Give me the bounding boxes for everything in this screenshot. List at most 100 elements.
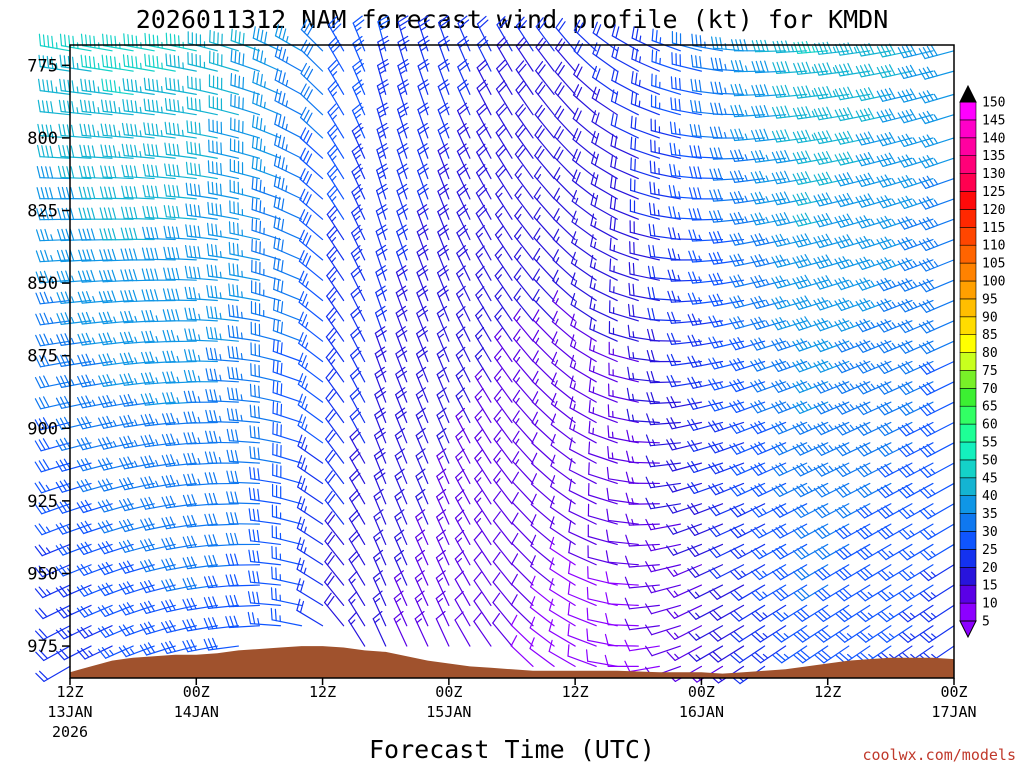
barb-feather xyxy=(103,228,108,241)
wind-barb xyxy=(325,429,345,464)
barb-feather xyxy=(169,640,176,652)
barb-feather xyxy=(631,26,635,39)
barb-feather xyxy=(590,172,595,185)
wind-barb xyxy=(645,561,681,573)
barb-staff xyxy=(512,419,534,444)
barb-staff xyxy=(568,531,597,546)
barb-feather xyxy=(88,100,92,114)
barb-feather xyxy=(473,591,482,602)
barb-feather xyxy=(517,127,526,138)
wind-barb xyxy=(552,269,576,302)
wind-barb xyxy=(710,57,745,72)
wind-barb xyxy=(436,407,450,444)
barb-feather xyxy=(733,463,742,474)
barb-half-feather xyxy=(396,435,403,440)
barb-feather xyxy=(198,184,201,197)
barb-staff xyxy=(229,170,261,180)
barb-feather xyxy=(750,172,757,184)
wind-barb xyxy=(59,78,92,95)
barb-feather xyxy=(173,54,176,68)
barb-staff xyxy=(531,421,555,444)
barb-feather xyxy=(193,266,197,279)
barb-half-feather xyxy=(112,378,117,386)
barb-staff xyxy=(396,210,408,241)
wind-barb xyxy=(393,570,408,607)
barb-feather xyxy=(533,166,542,177)
barb-feather xyxy=(38,670,49,680)
barb-feather xyxy=(234,450,239,463)
barb-half-feather xyxy=(740,425,746,431)
barb-half-feather xyxy=(285,100,288,108)
barb-half-feather xyxy=(476,416,482,422)
wind-barb xyxy=(349,469,366,505)
barb-feather xyxy=(60,291,67,304)
barb-half-feather xyxy=(593,283,596,290)
wind-barb xyxy=(708,441,745,454)
barb-feather xyxy=(691,376,698,388)
barb-feather xyxy=(59,522,68,534)
barb-feather xyxy=(729,591,740,601)
barb-half-feather xyxy=(350,619,356,625)
barb-feather xyxy=(551,331,558,343)
wind-barb xyxy=(184,265,218,281)
barb-half-feather xyxy=(719,444,724,451)
barb-half-feather xyxy=(219,251,222,258)
barb-staff xyxy=(672,503,703,514)
barb-feather xyxy=(172,205,176,219)
wind-barb xyxy=(327,144,345,180)
barb-feather xyxy=(162,288,167,301)
wind-barb xyxy=(373,509,387,546)
barb-half-feather xyxy=(765,278,770,285)
barb-staff xyxy=(166,88,197,95)
barb-staff xyxy=(533,216,555,241)
barb-half-feather xyxy=(536,194,541,201)
barb-feather xyxy=(156,55,159,69)
barb-feather xyxy=(231,408,235,421)
barb-feather xyxy=(146,247,150,260)
wind-barb xyxy=(437,143,450,180)
barb-feather xyxy=(120,290,125,303)
barb-feather xyxy=(537,64,546,75)
barb-feather xyxy=(708,358,716,370)
barb-feather xyxy=(211,181,214,195)
barb-feather xyxy=(691,33,694,47)
barb-feather xyxy=(759,149,765,162)
barb-feather xyxy=(378,83,389,91)
barb-half-feather xyxy=(639,35,642,43)
barb-feather xyxy=(329,147,339,158)
wind-barb xyxy=(605,550,639,566)
barb-feather xyxy=(606,508,610,522)
barb-half-feather xyxy=(396,475,402,481)
wind-barb xyxy=(118,477,155,491)
barb-feather xyxy=(438,248,449,257)
barb-half-feather xyxy=(678,128,681,136)
wind-barb xyxy=(34,375,71,389)
barb-feather xyxy=(206,285,210,298)
barb-feather xyxy=(37,123,41,137)
barb-feather xyxy=(190,141,193,155)
barb-feather xyxy=(437,224,448,233)
barb-feather xyxy=(213,389,218,402)
barb-feather xyxy=(416,285,427,294)
wind-barb xyxy=(646,392,681,405)
barb-feather xyxy=(647,307,652,321)
barb-feather xyxy=(135,56,138,69)
barb-staff xyxy=(552,238,576,261)
barb-feather xyxy=(750,214,757,226)
wind-barb xyxy=(297,455,324,485)
barb-half-feather xyxy=(791,45,795,53)
barb-staff xyxy=(165,174,197,180)
wind-barb xyxy=(493,449,513,485)
barb-feather xyxy=(375,244,387,253)
barb-feather xyxy=(190,639,197,651)
barb-staff xyxy=(650,523,681,531)
wind-barb xyxy=(611,44,639,72)
wind-barb xyxy=(436,366,450,403)
barb-staff xyxy=(299,219,324,241)
barb-feather xyxy=(713,210,719,223)
wind-barb xyxy=(272,318,303,342)
barb-feather xyxy=(70,124,75,138)
wind-barb xyxy=(750,543,787,560)
barb-feather xyxy=(276,320,279,333)
barb-feather xyxy=(248,549,252,563)
